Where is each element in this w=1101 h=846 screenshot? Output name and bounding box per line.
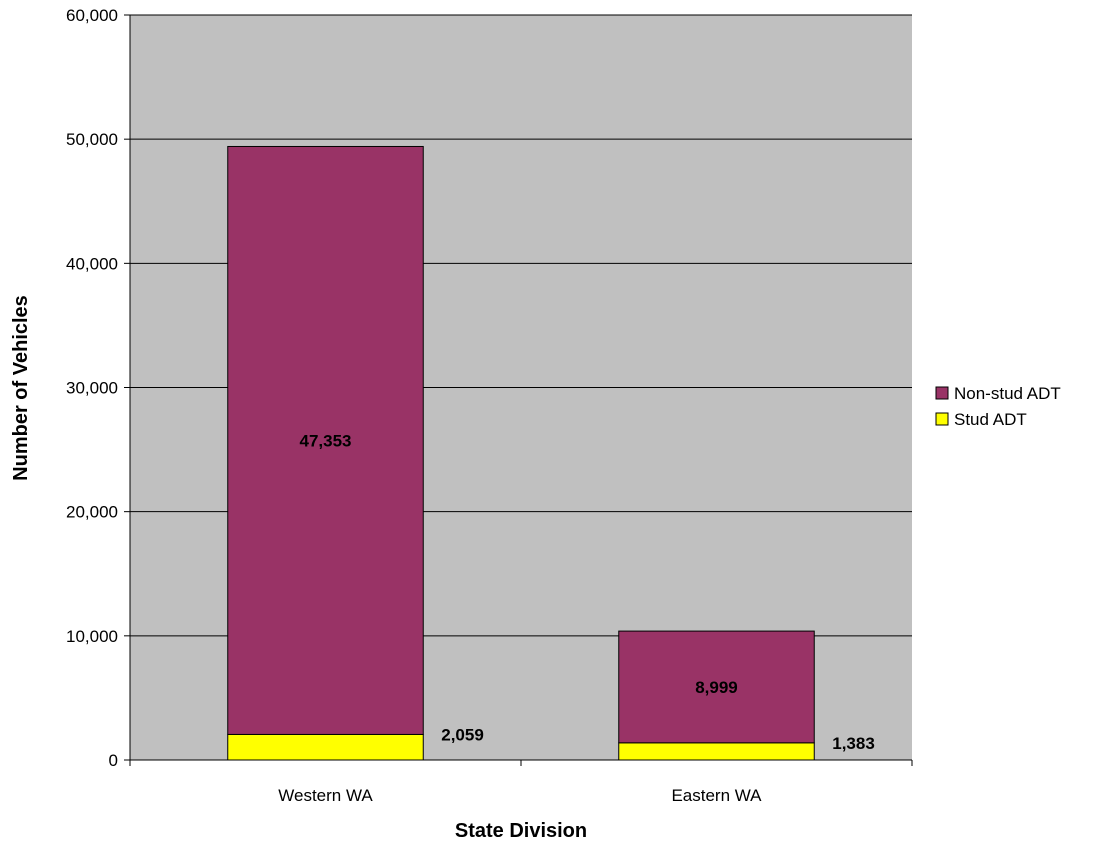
x-tick-labels: Western WA Eastern WA (278, 786, 762, 805)
legend: Non-stud ADT Stud ADT (935, 384, 1061, 429)
x-tick-label: Western WA (278, 786, 373, 805)
axes (129, 15, 913, 766)
y-tick-label: 50,000 (66, 130, 118, 149)
legend-swatch-non-stud-adt (935, 386, 949, 400)
y-tick-label: 20,000 (66, 503, 118, 522)
bar-non-stud-adt (618, 630, 815, 744)
data-labels: 2,059 47,353 1,383 8,999 (300, 431, 875, 752)
legend-label-stud-adt: Stud ADT (954, 410, 1027, 429)
y-tick-label: 30,000 (66, 379, 118, 398)
y-tick-label: 10,000 (66, 627, 118, 646)
x-tick-label: Eastern WA (671, 786, 762, 805)
bar-stud-adt (618, 742, 815, 761)
data-label-non-stud-adt: 8,999 (695, 678, 738, 697)
y-axis-title: Number of Vehicles (10, 295, 32, 481)
legend-swatch-stud-adt (935, 412, 949, 426)
data-label-stud-adt: 1,383 (832, 734, 875, 753)
y-tick-labels: 0 10,000 20,000 30,000 40,000 50,000 60,000 (66, 6, 118, 770)
y-tick-label: 40,000 (66, 254, 118, 273)
bars (227, 145, 815, 761)
bar-non-stud-adt (227, 145, 424, 735)
y-tick-label: 0 (109, 751, 118, 770)
data-label-non-stud-adt: 47,353 (300, 431, 352, 450)
bar-stud-adt (227, 733, 424, 761)
legend-label-non-stud-adt: Non-stud ADT (954, 384, 1061, 403)
y-tick-label: 60,000 (66, 6, 118, 25)
data-label-stud-adt: 2,059 (441, 725, 484, 744)
x-axis-title: State Division (455, 820, 587, 842)
